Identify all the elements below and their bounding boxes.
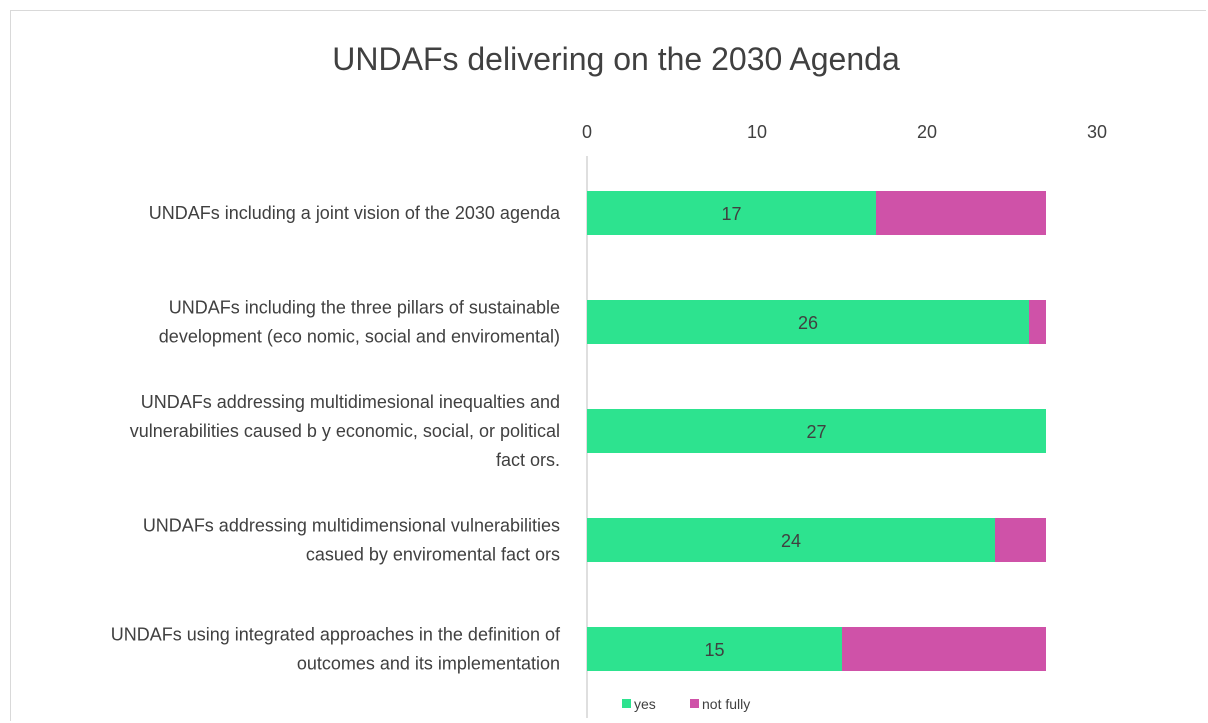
category-label: UNDAFs including the three pillars of su…: [159, 298, 560, 347]
bar-not-fully: [842, 627, 1046, 671]
x-tick-label: 0: [582, 122, 592, 142]
bar-yes: [587, 409, 1046, 453]
bar-not-fully: [1029, 300, 1046, 344]
category-label: UNDAFs using integrated approaches in th…: [111, 625, 561, 674]
legend-swatch: [622, 699, 631, 708]
chart-frame: [10, 10, 1206, 721]
bar-yes: [587, 627, 842, 671]
bar-not-fully: [876, 191, 1046, 235]
data-label: 24: [781, 531, 801, 551]
category-label-line: UNDAFs including the three pillars of su…: [169, 298, 560, 318]
category-label-line: UNDAFs addressing multidimensional vulne…: [143, 516, 560, 536]
category-label-line: vulnerabilities caused b y economic, soc…: [130, 421, 560, 441]
data-label: 15: [704, 640, 724, 660]
category-label-line: UNDAFs addressing multidimesional inequa…: [141, 392, 560, 412]
x-tick-label: 20: [917, 122, 937, 142]
category-label-line: casued by enviromental fact ors: [306, 545, 560, 565]
category-labels: UNDAFs including a joint vision of the 2…: [111, 203, 561, 674]
data-label: 26: [798, 313, 818, 333]
data-labels: 17 26 27 24 15: [704, 204, 826, 660]
category-label-line: fact ors.: [496, 450, 560, 470]
category-label-line: outcomes and its implementation: [297, 654, 560, 674]
bars: [587, 191, 1046, 671]
chart-title: UNDAFs delivering on the 2030 Agenda: [332, 41, 900, 77]
legend-label: yes: [634, 696, 656, 712]
legend-swatch: [690, 699, 699, 708]
bar-yes: [587, 518, 995, 562]
bar-not-fully: [995, 518, 1046, 562]
legend-label: not fully: [702, 696, 750, 712]
x-tick-label: 30: [1087, 122, 1107, 142]
bar-yes: [587, 300, 1029, 344]
category-label-line: development (eco nomic, social and envir…: [159, 327, 560, 347]
x-axis-ticks: 0 10 20 30: [582, 122, 1107, 142]
bar-yes: [587, 191, 876, 235]
category-label: UNDAFs addressing multidimensional vulne…: [143, 516, 560, 565]
data-label: 27: [806, 422, 826, 442]
legend: yes not fully: [622, 696, 750, 712]
data-label: 17: [721, 204, 741, 224]
category-label-line: UNDAFs including a joint vision of the 2…: [149, 203, 561, 223]
x-tick-label: 10: [747, 122, 767, 142]
category-label: UNDAFs addressing multidimesional inequa…: [130, 392, 560, 470]
category-label-line: UNDAFs using integrated approaches in th…: [111, 625, 561, 645]
category-label: UNDAFs including a joint vision of the 2…: [149, 203, 561, 223]
